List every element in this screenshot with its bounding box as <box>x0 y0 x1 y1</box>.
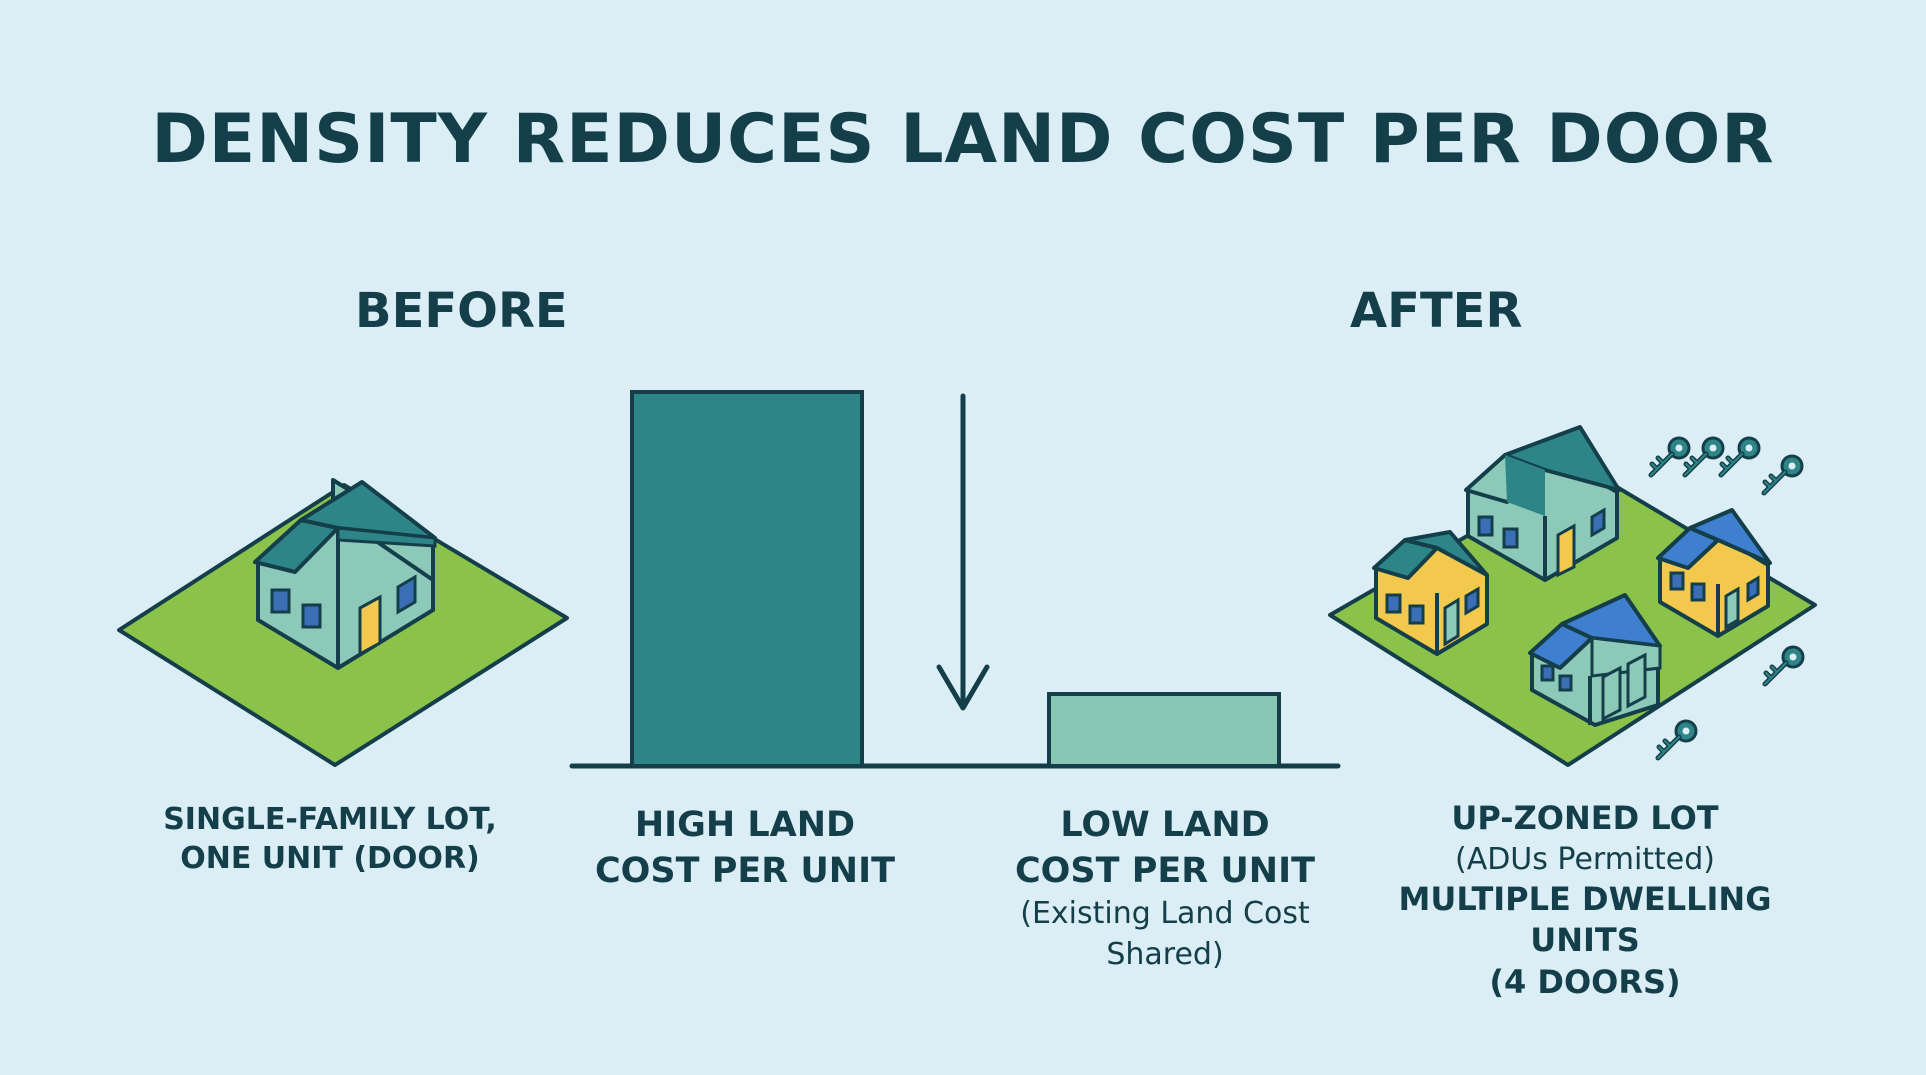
house-icon <box>253 478 437 670</box>
single-family-lot <box>117 478 569 767</box>
house-icon <box>1464 425 1621 582</box>
high-cost-line2: COST PER UNIT <box>594 850 895 891</box>
low-cost-bar <box>1047 692 1281 768</box>
single-lot-caption: SINGLE-FAMILY LOT, ONE UNIT (DOOR) <box>130 800 530 878</box>
after-heading: AFTER <box>1350 283 1523 339</box>
before-heading: BEFORE <box>355 283 568 339</box>
house-icon <box>1656 508 1772 638</box>
key-icon <box>1651 438 1689 475</box>
single-lot-line1: SINGLE-FAMILY LOT, <box>163 802 497 837</box>
upzoned-lot <box>1328 425 1817 767</box>
key-icon <box>1658 721 1696 758</box>
high-cost-caption: HIGH LAND COST PER UNIT <box>575 803 915 894</box>
upzoned-line3: MULTIPLE DWELLING UNITS <box>1398 879 1772 960</box>
low-cost-line1: LOW LAND <box>1060 805 1270 845</box>
key-icon <box>1765 647 1803 684</box>
high-cost-bar <box>630 390 864 768</box>
house-icon <box>1372 530 1489 656</box>
upzoned-line4: (4 DOORS) <box>1489 962 1681 1001</box>
upzoned-line1: UP-ZONED LOT <box>1451 799 1719 837</box>
low-cost-note1: (Existing Land Cost <box>1020 896 1310 931</box>
single-lot-line2: ONE UNIT (DOOR) <box>180 841 480 876</box>
low-cost-note2: Shared) <box>1106 936 1224 972</box>
high-cost-line1: HIGH LAND <box>634 805 856 845</box>
key-icon <box>1721 438 1759 475</box>
low-cost-caption: LOW LAND COST PER UNIT (Existing Land Co… <box>1000 803 1330 975</box>
house-icon <box>1528 593 1662 727</box>
page-title: DENSITY REDUCES LAND COST PER DOOR <box>151 100 1775 179</box>
down-arrow-icon <box>936 393 990 711</box>
upzoned-lot-caption: UP-ZONED LOT (ADUs Permitted) MULTIPLE D… <box>1340 798 1830 1003</box>
low-cost-line2: COST PER UNIT <box>1014 850 1315 891</box>
upzoned-line2: (ADUs Permitted) <box>1454 841 1716 877</box>
key-icon <box>1685 438 1723 475</box>
key-icon <box>1764 456 1802 493</box>
